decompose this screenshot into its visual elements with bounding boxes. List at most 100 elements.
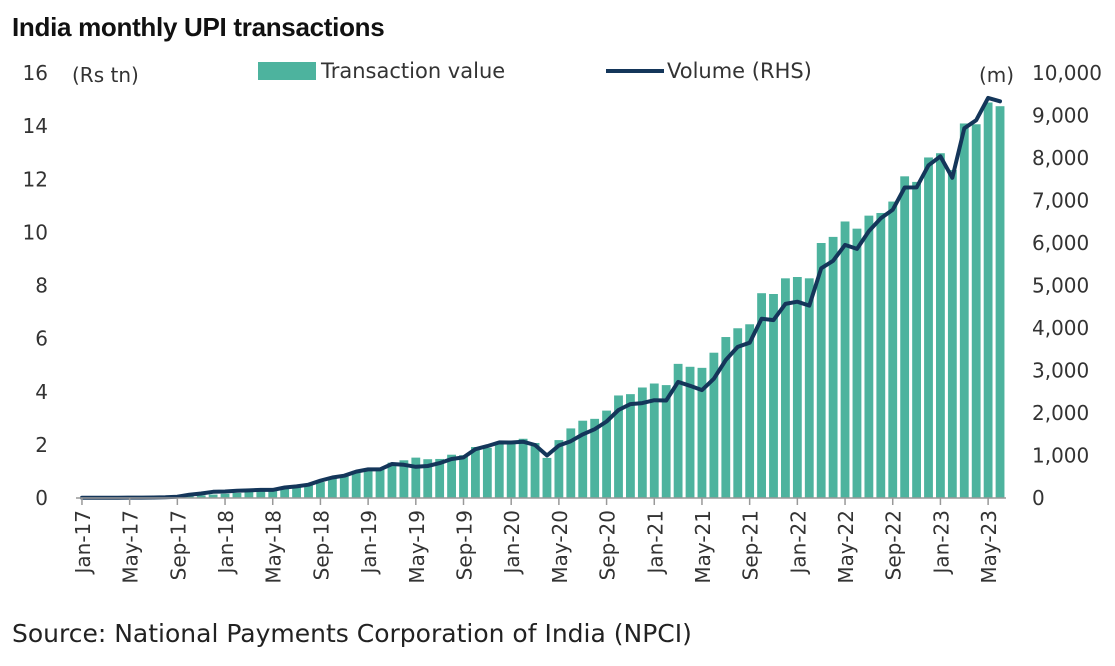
bar-jan-20 [506, 440, 516, 498]
bar-nov-20 [626, 394, 635, 498]
left-tick-label: 16 [23, 61, 48, 85]
left-tick-label: 8 [35, 274, 48, 298]
bar-apr-21 [685, 366, 695, 498]
bar-apr-23 [971, 124, 981, 498]
x-tick-label: Jan-21 [643, 510, 667, 576]
bar-oct-17 [184, 496, 194, 498]
bar-mar-22 [816, 243, 826, 498]
bar-nov-21 [769, 294, 778, 498]
bar-jun-18 [280, 487, 290, 498]
bar-aug-19 [447, 454, 456, 498]
bar-nov-19 [482, 447, 492, 498]
bar-jun-23 [995, 106, 1005, 498]
bar-dec-20 [637, 387, 647, 498]
left-tick-label: 12 [23, 167, 48, 191]
bar-jul-21 [721, 337, 731, 498]
bar-mar-21 [673, 363, 683, 498]
right-tick-label: 9,000 [1032, 104, 1089, 128]
bar-series [77, 102, 1005, 498]
bar-nov-22 [912, 181, 921, 498]
bar-oct-22 [900, 176, 910, 498]
bar-feb-21 [661, 385, 671, 498]
right-tick-label: 3,000 [1032, 359, 1089, 383]
x-tick-label: Sep-20 [596, 510, 620, 580]
x-tick-label: Jan-22 [786, 510, 810, 576]
chart-title: India monthly UPI transactions [12, 12, 385, 42]
bar-aug-18 [304, 483, 313, 498]
right-tick-label: 0 [1032, 486, 1045, 510]
bar-nov-18 [339, 476, 349, 498]
bar-jan-21 [649, 383, 659, 498]
bar-jun-22 [852, 228, 862, 498]
left-tick-label: 10 [23, 220, 48, 244]
bar-jan-19 [363, 469, 373, 498]
x-axis-ticks: Jan-17 May-17 Sep-17 Jan-18 May-18 Sep-18 Jan-… [71, 498, 1001, 584]
right-tick-label: 1,000 [1032, 444, 1089, 468]
right-tick-label: 8,000 [1032, 146, 1089, 170]
x-tick-label: May-21 [691, 510, 715, 584]
left-tick-label: 4 [35, 380, 48, 404]
bar-jan-18 [220, 493, 230, 498]
bar-jul-19 [435, 458, 445, 498]
bar-sep-20 [602, 410, 611, 498]
source-note: Source: National Payments Corporation of… [12, 619, 692, 648]
right-axis-unit: (m) [979, 63, 1014, 87]
x-tick-label: Sep-18 [309, 510, 333, 580]
bar-apr-18 [256, 490, 266, 498]
right-tick-label: 6,000 [1032, 231, 1089, 255]
bar-jan-22 [792, 277, 802, 498]
bar-may-18 [268, 489, 278, 498]
bar-jul-22 [864, 215, 874, 498]
right-axis-ticks: 0 1,000 2,000 3,000 4,000 5,000 6,000 7,000 8,00… [1032, 61, 1102, 510]
bar-may-22 [840, 221, 850, 498]
bar-aug-22 [876, 212, 886, 498]
bar-dec-22 [924, 157, 933, 498]
bar-sep-18 [316, 482, 325, 498]
bar-may-19 [411, 457, 421, 498]
right-tick-label: 2,000 [1032, 401, 1089, 425]
bar-feb-22 [804, 278, 814, 498]
bar-may-20 [554, 440, 564, 498]
bar-feb-20 [518, 438, 528, 498]
bar-may-23 [983, 102, 993, 498]
x-tick-label: Jan-20 [500, 510, 524, 576]
right-tick-label: 4,000 [1032, 316, 1089, 340]
right-tick-label: 7,000 [1032, 189, 1089, 213]
x-tick-label: May-22 [834, 510, 858, 584]
bar-sep-19 [459, 455, 468, 498]
bar-mar-19 [387, 462, 397, 498]
bar-apr-20 [542, 457, 552, 498]
x-tick-label: May-19 [405, 510, 429, 584]
bar-feb-19 [375, 469, 385, 498]
bar-oct-19 [471, 447, 480, 498]
legend-swatch-bar [258, 62, 316, 80]
right-tick-label: 5,000 [1032, 274, 1089, 298]
bar-dec-19 [494, 444, 504, 498]
bar-may-21 [697, 367, 707, 498]
bar-oct-20 [614, 395, 623, 498]
left-axis-ticks: 0 2 4 6 8 10 12 14 16 [23, 61, 48, 510]
bar-jul-18 [292, 485, 301, 498]
x-tick-label: Jan-18 [214, 510, 238, 576]
left-tick-label: 0 [35, 486, 48, 510]
bar-sep-21 [745, 324, 755, 498]
bar-sep-22 [888, 201, 898, 498]
bar-dec-21 [781, 278, 790, 498]
bar-nov-17 [196, 495, 206, 498]
legend-label-transaction-value: Transaction value [320, 59, 505, 83]
bar-apr-19 [399, 460, 409, 498]
bar-jun-19 [423, 459, 433, 498]
legend-label-volume: Volume (RHS) [667, 59, 812, 83]
x-tick-label: Sep-17 [166, 510, 190, 580]
left-axis-unit: (Rs tn) [72, 63, 139, 87]
volume-line [80, 95, 1002, 500]
x-tick-label: May-20 [548, 510, 572, 584]
left-tick-label: 2 [35, 433, 48, 457]
x-tick-label: May-17 [119, 510, 143, 584]
bar-jul-20 [578, 420, 588, 498]
bar-mar-23 [959, 123, 969, 498]
bar-feb-23 [947, 169, 957, 498]
bar-jan-23 [936, 153, 945, 498]
bar-dec-18 [351, 470, 361, 498]
